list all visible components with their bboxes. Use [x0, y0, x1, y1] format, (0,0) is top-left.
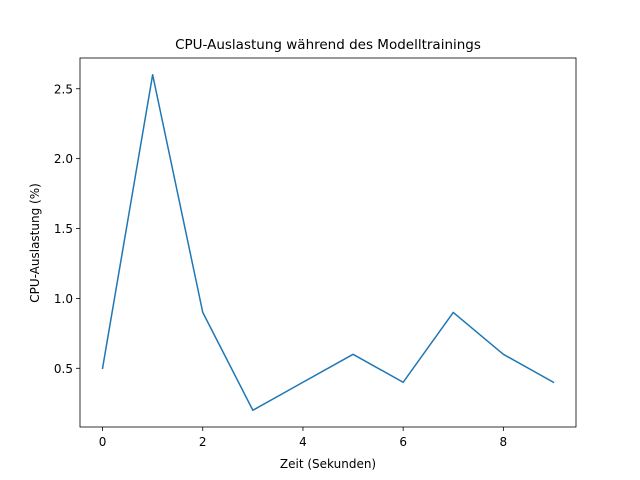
x-tick-label: 2	[199, 435, 207, 449]
chart-title: CPU-Auslastung während des Modelltrainin…	[175, 37, 481, 53]
y-axis-label: CPU-Auslastung (%)	[28, 183, 42, 303]
x-axis-label: Zeit (Sekunden)	[280, 457, 376, 471]
x-tick-label: 0	[99, 435, 107, 449]
y-tick-label: 1.0	[54, 292, 73, 306]
x-tick-label: 8	[500, 435, 508, 449]
y-tick-label: 0.5	[54, 362, 73, 376]
series-line-0	[101, 74, 555, 411]
plot-area: 0 2 4 6 8 0.5 1.0 1.5 2.0 2.5	[54, 57, 577, 449]
y-tick-label: 2.5	[54, 82, 73, 96]
axes-frame	[79, 57, 577, 428]
y-tick-label: 2.0	[54, 152, 73, 166]
x-tick-label: 6	[399, 435, 407, 449]
y-tick-label: 1.5	[54, 222, 73, 236]
x-tick-label: 4	[299, 435, 307, 449]
